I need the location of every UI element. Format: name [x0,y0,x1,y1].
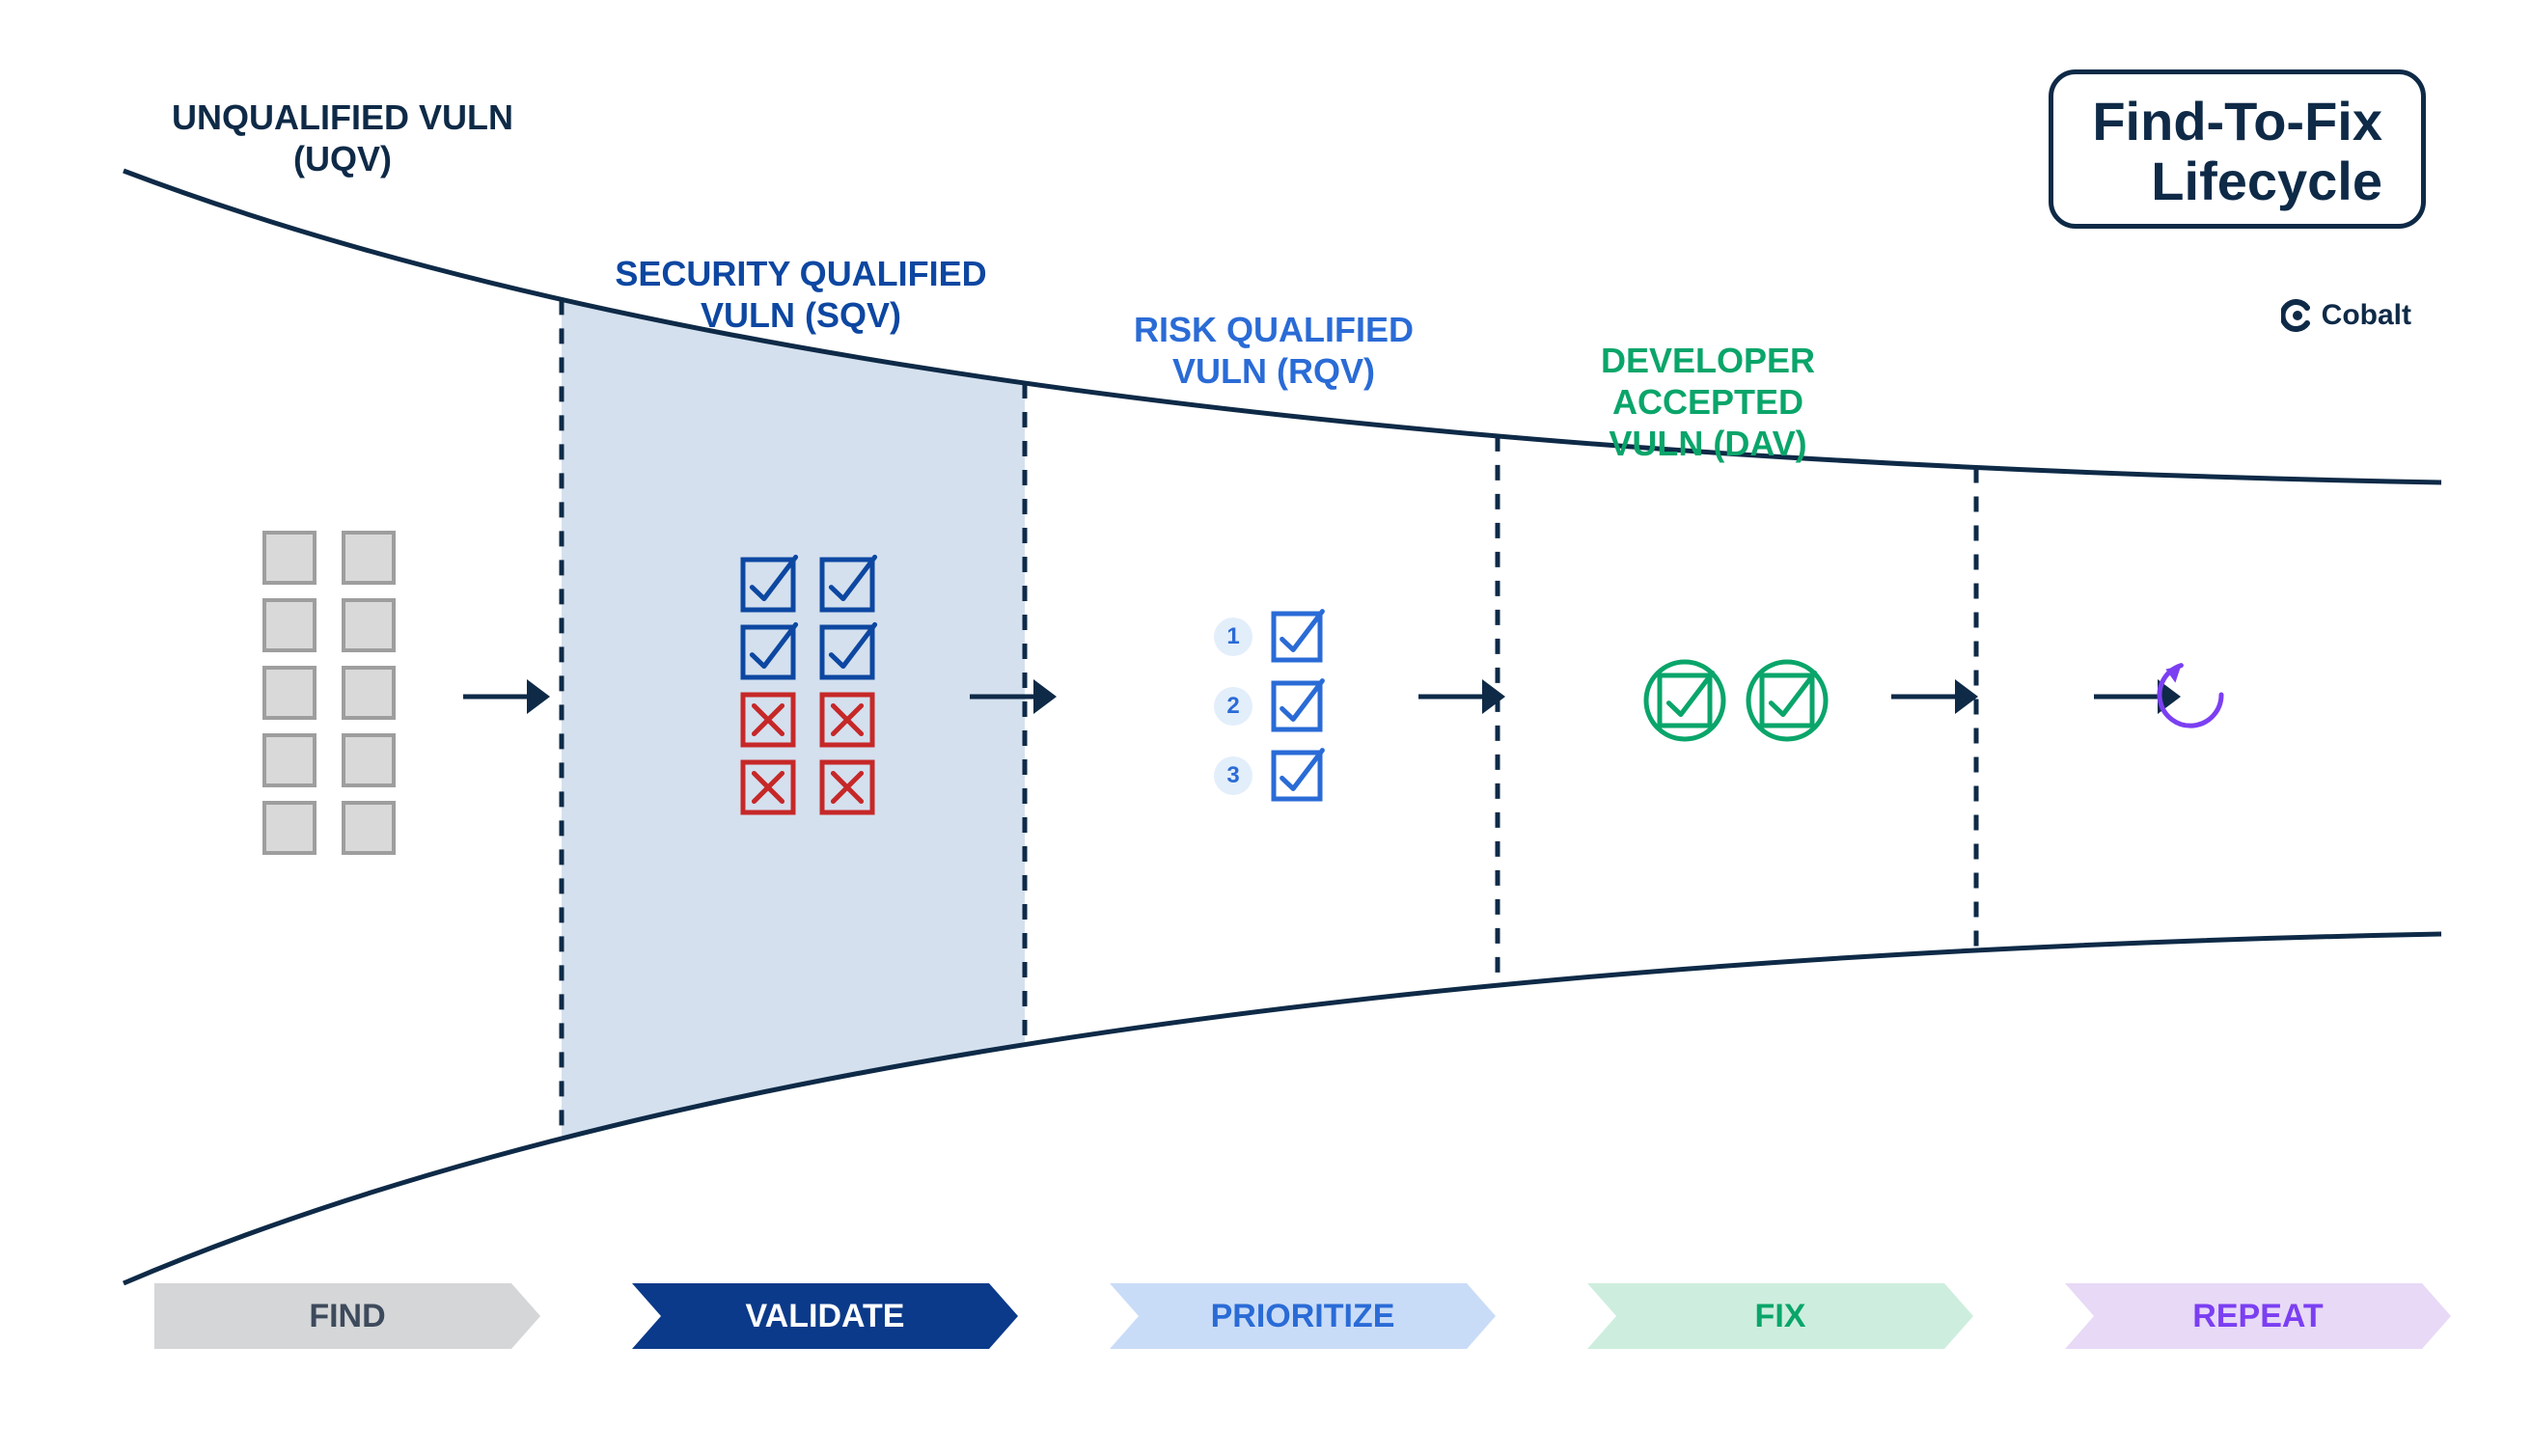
flow-arrow [2094,679,2181,714]
check-icon [1660,673,1713,726]
chevron-find: FIND [154,1283,540,1349]
chevron-fix: FIX [1587,1283,1973,1349]
uqv-box [344,668,394,718]
stage-label-sqv: SECURITY QUALIFIEDVULN (SQV) [608,253,994,336]
check-icon [1274,681,1322,729]
brand-name: Cobalt [2322,299,2411,332]
flow-arrow [1891,679,1978,714]
cobalt-mark-icon [2281,299,2314,332]
title-box: Find-To-FixLifecycle [2049,69,2426,229]
uqv-box [344,533,394,583]
brand-logo: Cobalt [2281,299,2411,332]
stage-label-rqv: RISK QUALIFIEDVULN (RQV) [1100,309,1447,392]
stage-label-dav: DEVELOPER ACCEPTEDVULN (DAV) [1505,340,1911,465]
chevron-label: REPEAT [2192,1298,2323,1335]
rank-number: 3 [1226,762,1239,788]
rank-number: 2 [1226,693,1239,719]
stage-label-line: UNQUALIFIED VULN [172,97,513,137]
check-icon [1274,751,1322,799]
stage-label-uqv: UNQUALIFIED VULN(UQV) [169,96,516,179]
chevron-repeat: REPEAT [2065,1283,2451,1349]
chevron-validate: VALIDATE [632,1283,1018,1349]
stage-label-line: VULN (DAV) [1609,424,1806,463]
uqv-box [264,803,315,853]
check-icon [1762,673,1815,726]
check-icon [1274,612,1322,660]
stage-label-line: SECURITY QUALIFIED [615,254,986,293]
uqv-box [264,600,315,650]
find-to-fix-diagram: 1 2 3 UNQUALIFIED VULN(UQV) SECURITY QUALIFI… [0,0,2532,1456]
chevron-label: FIX [1755,1298,1806,1335]
stage-label-line: (UQV) [293,139,392,179]
stage-label-line: VULN (SQV) [701,295,901,335]
stage-label-line: RISK QUALIFIED [1134,310,1414,349]
title-line: Lifecycle [2092,151,2382,211]
rank-number: 1 [1226,623,1239,649]
uqv-box [344,803,394,853]
funnel-bottom-curve [124,934,2441,1283]
stage-label-line: VULN (RQV) [1172,351,1375,391]
flow-arrow [1418,679,1505,714]
uqv-box [344,735,394,785]
uqv-box [264,668,315,718]
chevron-label: VALIDATE [746,1298,905,1335]
chevron-prioritize: PRIORITIZE [1110,1283,1496,1349]
title-line: Find-To-Fix [2092,92,2382,151]
uqv-box [264,735,315,785]
stage-label-line: DEVELOPER ACCEPTED [1601,341,1815,422]
chevron-label: PRIORITIZE [1211,1298,1395,1335]
chevron-label: FIND [309,1298,385,1335]
uqv-box [264,533,315,583]
flow-arrow [463,679,550,714]
uqv-box [344,600,394,650]
